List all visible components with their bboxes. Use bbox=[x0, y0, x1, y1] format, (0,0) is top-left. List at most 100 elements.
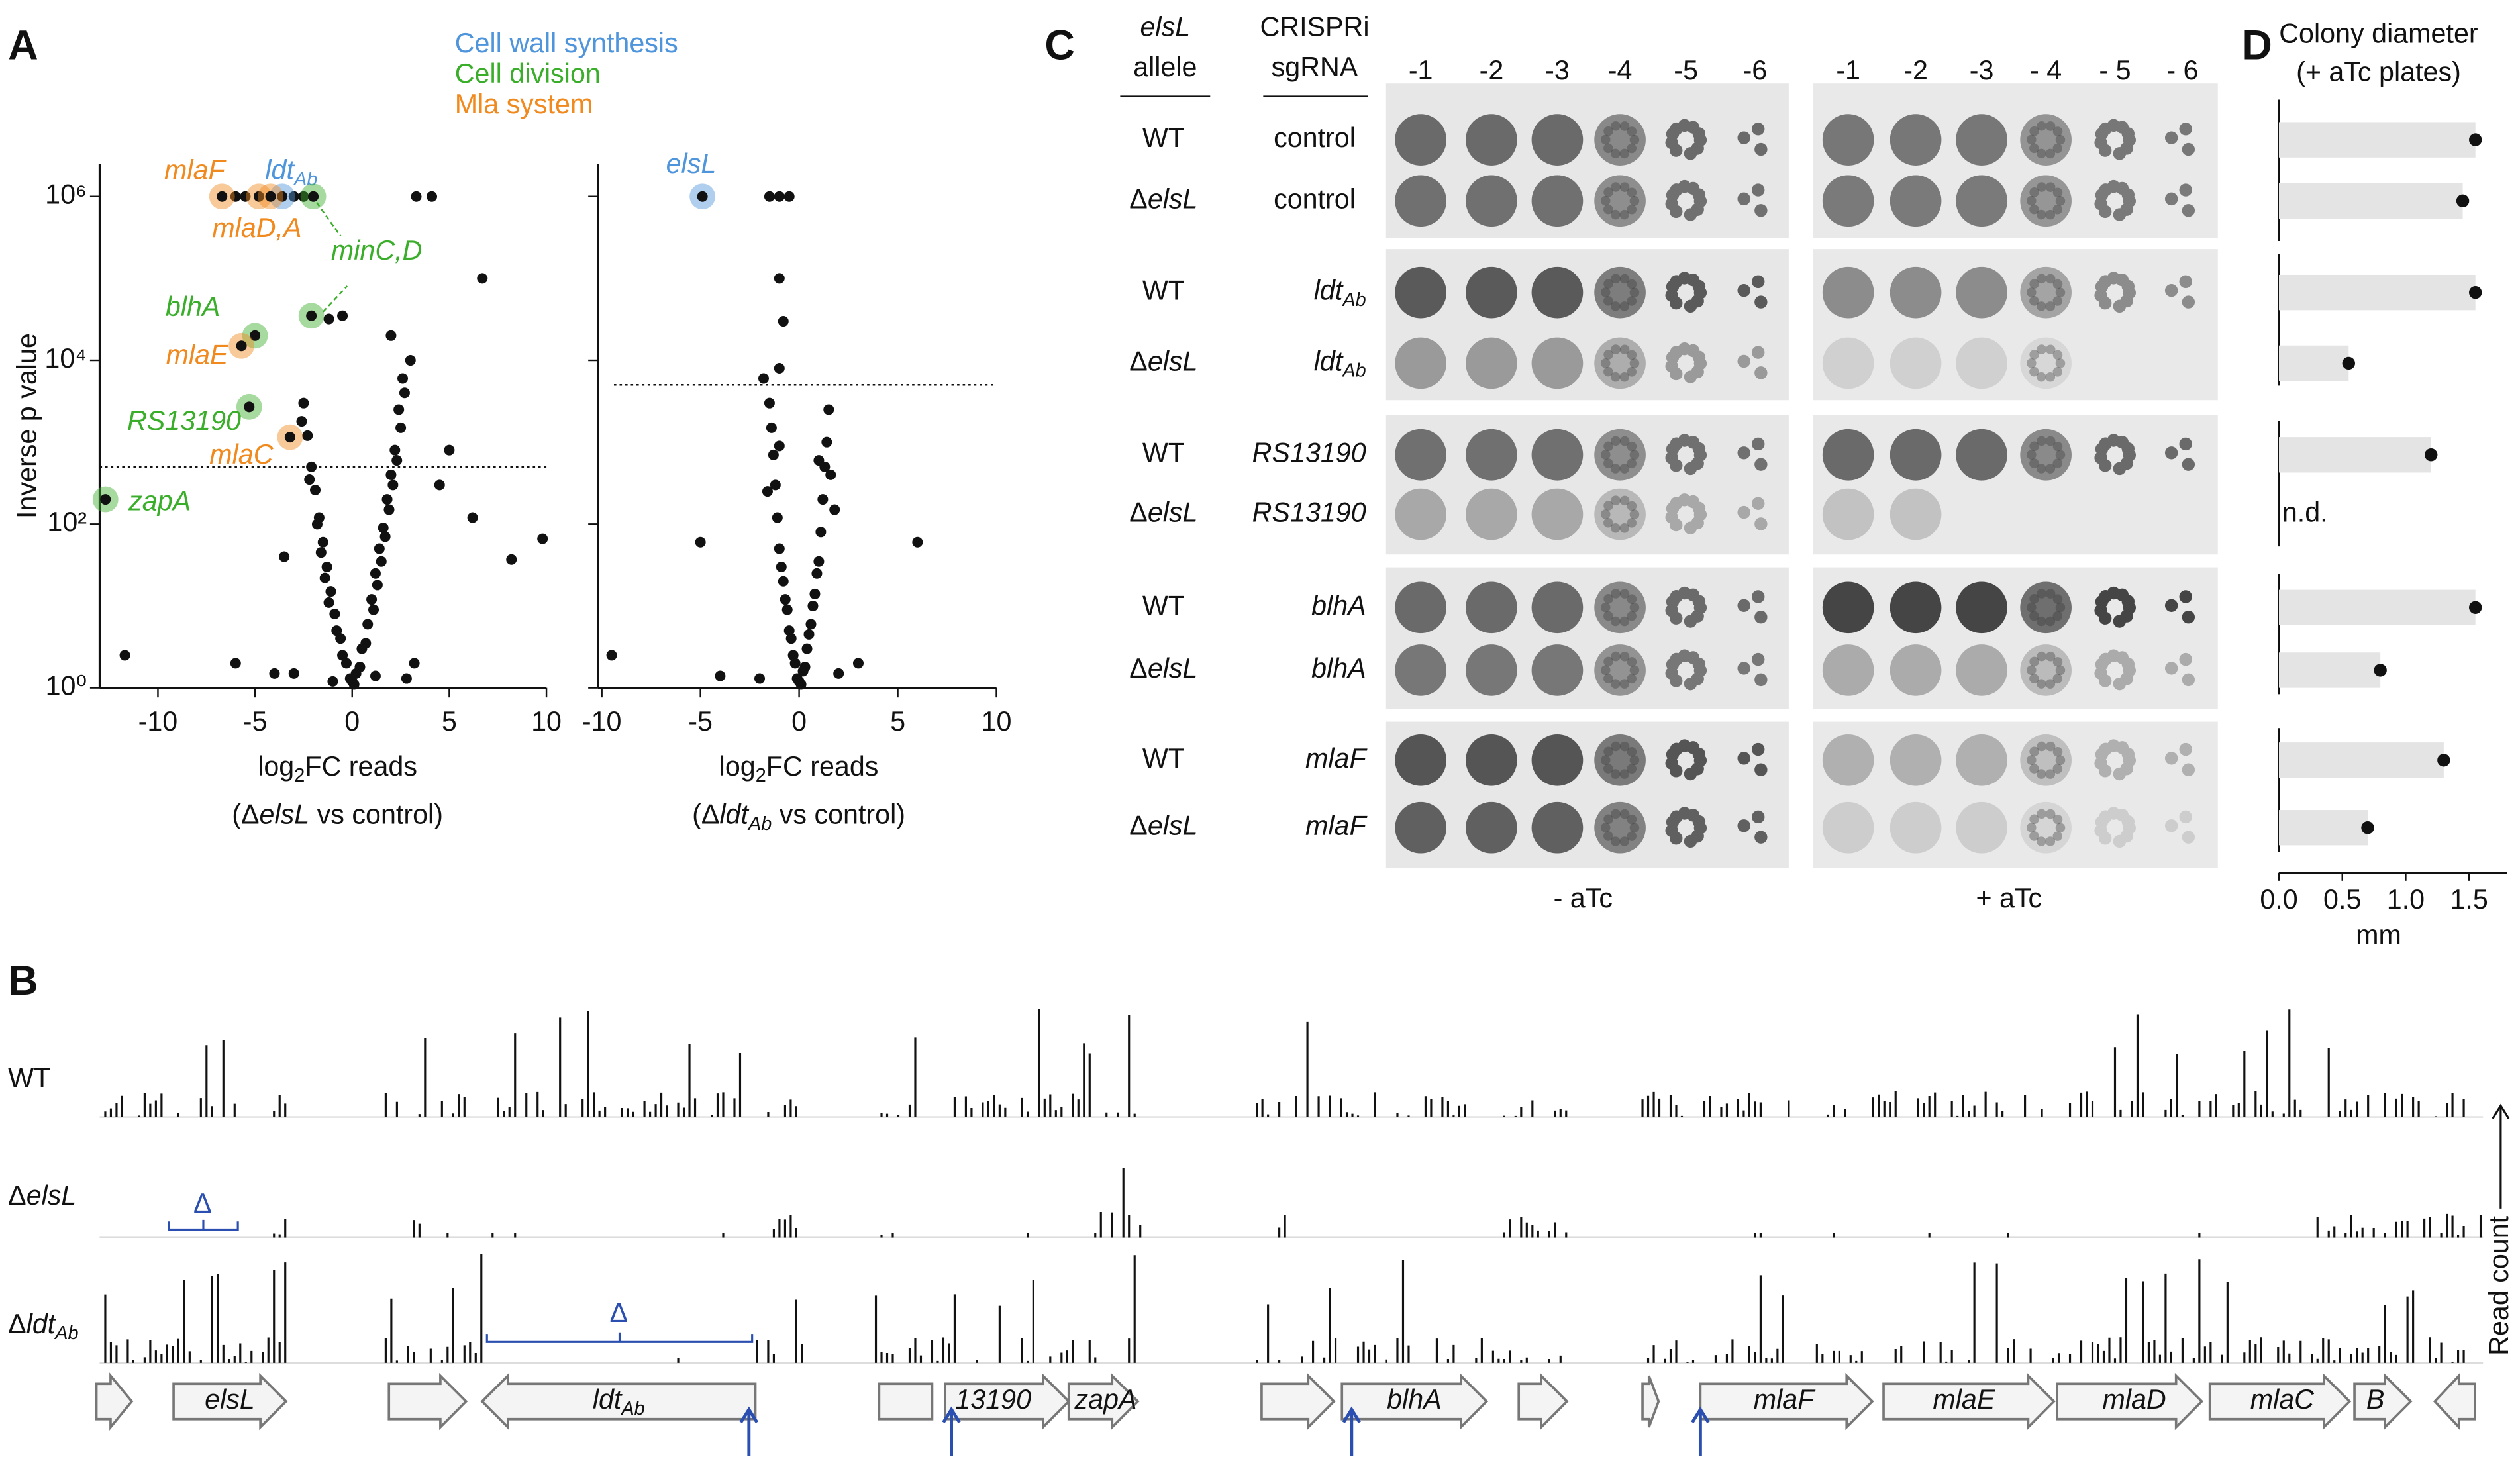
bar bbox=[2279, 122, 2476, 158]
colony bbox=[2179, 183, 2192, 197]
sgrna-label-part: control bbox=[1274, 123, 1356, 153]
data-point bbox=[379, 531, 391, 542]
deletion-mark: Δ bbox=[609, 1297, 628, 1328]
spot bbox=[1466, 488, 1517, 540]
x-tick-label: -5 bbox=[688, 706, 713, 736]
bar bbox=[2279, 810, 2368, 846]
colony bbox=[1737, 446, 1750, 460]
gene-label: B bbox=[2366, 1384, 2385, 1415]
allele-label: WT bbox=[1142, 123, 1185, 153]
spot bbox=[2020, 175, 2072, 227]
colony bbox=[1619, 836, 1630, 846]
colony bbox=[1603, 204, 1613, 215]
allele-label: ΔelsL bbox=[1129, 497, 1197, 527]
sgrna-label: mlaF bbox=[1305, 811, 1368, 841]
x-axis-label: (ΔldtAb vs control) bbox=[692, 799, 905, 834]
colony bbox=[1611, 495, 1621, 505]
colony bbox=[1627, 187, 1637, 198]
spot bbox=[1395, 429, 1446, 481]
gene-arrow bbox=[944, 1372, 1071, 1431]
spot bbox=[2020, 734, 2072, 786]
plate bbox=[1385, 249, 1789, 401]
data-point bbox=[774, 191, 785, 202]
colony bbox=[1754, 611, 1768, 624]
gene-label: mlaE bbox=[1933, 1384, 1995, 1415]
x-axis-label: log2FC reads bbox=[258, 751, 417, 786]
colony bbox=[2027, 823, 2037, 832]
data-point bbox=[606, 650, 617, 661]
read-bars bbox=[1641, 1009, 2465, 1117]
track-label: WT bbox=[8, 1063, 50, 1093]
highlight-label: zapA bbox=[128, 485, 191, 516]
track-label-part: Δ bbox=[8, 1180, 26, 1211]
data-point bbox=[833, 668, 844, 679]
legend-entry: Cell division bbox=[455, 58, 601, 89]
gene-arrow bbox=[387, 1372, 468, 1431]
allele-label-part: WT bbox=[1142, 743, 1185, 774]
colony bbox=[1684, 462, 1697, 476]
colony bbox=[2113, 677, 2127, 691]
data-point bbox=[302, 430, 313, 441]
colony bbox=[1752, 275, 1765, 289]
colony bbox=[2164, 283, 2178, 297]
data-point bbox=[764, 191, 775, 202]
data-point bbox=[758, 373, 769, 384]
colony bbox=[2095, 595, 2109, 609]
colony bbox=[2055, 755, 2066, 766]
data-point bbox=[331, 625, 342, 636]
sgrna-label: RS13190 bbox=[1252, 438, 1366, 468]
colony bbox=[1603, 501, 1613, 511]
colony bbox=[1600, 665, 1611, 676]
colony bbox=[2037, 274, 2046, 284]
bar bbox=[2279, 345, 2349, 381]
bar bbox=[2279, 183, 2463, 219]
colony bbox=[1627, 594, 1637, 604]
plate bbox=[1385, 721, 1789, 868]
colony bbox=[2045, 741, 2056, 752]
spot bbox=[1594, 644, 1646, 696]
gene-label-part: zapA bbox=[1074, 1384, 1137, 1415]
colony bbox=[1610, 209, 1621, 220]
colony bbox=[1611, 651, 1621, 662]
colony bbox=[2182, 831, 2195, 844]
colony bbox=[1600, 134, 1611, 145]
colony bbox=[2045, 464, 2056, 474]
track-label-part: elsL bbox=[26, 1180, 77, 1211]
colony bbox=[2027, 195, 2037, 206]
colony bbox=[1629, 823, 1640, 833]
bar bbox=[2279, 274, 2476, 311]
colony bbox=[1666, 442, 1680, 456]
colony bbox=[2052, 296, 2063, 306]
colony bbox=[2113, 615, 2127, 628]
colony bbox=[1754, 763, 1768, 776]
spot bbox=[1890, 337, 1942, 389]
colony bbox=[2179, 652, 2192, 666]
gene-arrow bbox=[95, 1372, 134, 1431]
dilution-label: -1 bbox=[1836, 55, 1860, 85]
data-point bbox=[409, 658, 420, 669]
highlight-label: elsL bbox=[666, 148, 717, 179]
colony bbox=[2045, 344, 2056, 355]
spot bbox=[1395, 734, 1446, 786]
colony bbox=[1619, 372, 1630, 382]
colony bbox=[1603, 593, 1613, 604]
data-point bbox=[401, 673, 412, 684]
colony bbox=[1619, 121, 1630, 131]
spot bbox=[1594, 337, 1646, 389]
colony bbox=[1600, 755, 1611, 765]
sgrna-label: blhA bbox=[1311, 653, 1366, 683]
data-point bbox=[813, 455, 825, 466]
colony bbox=[2037, 182, 2046, 192]
colony bbox=[1737, 283, 1750, 297]
colony bbox=[2113, 767, 2127, 781]
highlight-label-part: mlaE bbox=[166, 340, 228, 370]
data-point bbox=[325, 586, 336, 597]
plate bbox=[1813, 721, 2218, 868]
allele-label: WT bbox=[1142, 590, 1185, 621]
colony bbox=[1754, 517, 1768, 530]
data-point bbox=[374, 543, 385, 554]
colony bbox=[1692, 815, 1706, 829]
spot bbox=[1466, 734, 1517, 786]
y-tick-label: 10² bbox=[47, 507, 87, 537]
colony bbox=[1603, 831, 1613, 841]
